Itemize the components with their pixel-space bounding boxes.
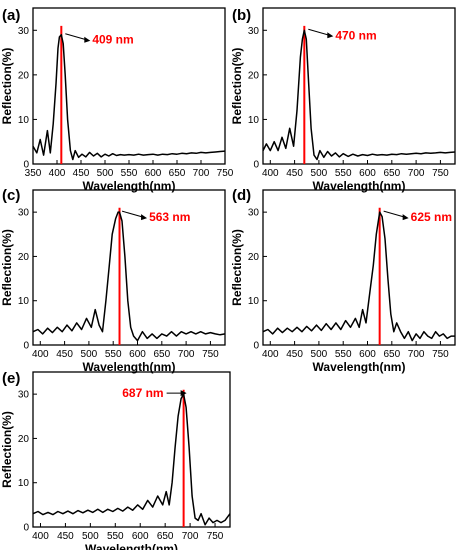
panel-a: (a) 350 400 450 500 550 600 650 700 750 0 10 20 30 Wav… <box>0 7 234 193</box>
x-tick-label: 400 <box>32 349 49 360</box>
x-tick-label: 600 <box>129 349 146 360</box>
x-tick-label: 650 <box>383 349 400 360</box>
peak-annotation: 563 nm <box>149 210 190 224</box>
peak-annotation: 687 nm <box>122 386 163 400</box>
y-tick-label: 0 <box>23 160 29 171</box>
annotation-arrowhead <box>327 32 333 38</box>
x-tick-label: 550 <box>121 168 138 179</box>
annotation-arrowhead <box>403 214 409 220</box>
y-axis-label: Reflection(%) <box>230 229 244 306</box>
x-tick-label: 500 <box>97 168 114 179</box>
panel-label: (a) <box>2 7 20 24</box>
panel-d: (d) 400 450 500 550 600 650 700 750 0 10 20 30 Wavele… <box>230 187 455 374</box>
x-tick-label: 550 <box>335 168 352 179</box>
x-tick-label: 650 <box>157 531 174 542</box>
y-tick-label: 30 <box>248 26 260 37</box>
x-tick-label: 650 <box>153 349 170 360</box>
y-tick-label: 20 <box>18 252 30 263</box>
x-tick-label: 500 <box>311 349 328 360</box>
annotation-arrowhead <box>141 214 147 220</box>
peak-annotation: 409 nm <box>92 33 133 47</box>
y-tick-label: 20 <box>248 70 260 81</box>
x-axis-label: Wavelength(nm) <box>85 542 178 550</box>
x-tick-label: 550 <box>335 349 352 360</box>
x-tick-label: 650 <box>383 168 400 179</box>
x-tick-label: 600 <box>359 168 376 179</box>
x-tick-label: 700 <box>178 349 195 360</box>
y-tick-label: 0 <box>253 341 259 352</box>
spectrum-line <box>263 30 455 159</box>
y-tick-label: 10 <box>18 296 30 307</box>
y-tick-label: 0 <box>23 523 29 534</box>
x-tick-label: 700 <box>408 168 425 179</box>
x-tick-label: 600 <box>145 168 162 179</box>
x-tick-label: 450 <box>286 349 303 360</box>
y-tick-label: 0 <box>253 160 259 171</box>
y-tick-label: 30 <box>18 26 30 37</box>
annotation-arrowhead <box>84 37 90 43</box>
x-tick-label: 600 <box>132 531 149 542</box>
panel-e: (e) 400 450 500 550 600 650 700 750 0 10 20 30 Wavele… <box>0 370 230 550</box>
annotation-arrow <box>122 211 143 217</box>
x-tick-label: 750 <box>432 168 449 179</box>
panel-label: (b) <box>232 7 251 24</box>
y-tick-label: 20 <box>18 70 30 81</box>
x-tick-label: 650 <box>169 168 186 179</box>
y-tick-label: 10 <box>18 478 30 489</box>
x-tick-label: 750 <box>202 349 219 360</box>
y-tick-label: 20 <box>248 252 260 263</box>
x-tick-label: 500 <box>311 168 328 179</box>
x-axis-label: Wavelength(nm) <box>83 179 176 193</box>
y-tick-label: 10 <box>248 296 260 307</box>
spectrum-line <box>263 212 455 341</box>
x-tick-label: 600 <box>359 349 376 360</box>
panel-label: (c) <box>2 187 20 204</box>
x-tick-label: 700 <box>182 531 199 542</box>
x-tick-label: 450 <box>286 168 303 179</box>
peak-annotation: 470 nm <box>335 28 376 42</box>
x-tick-label: 400 <box>49 168 66 179</box>
spectrum-line <box>33 394 230 525</box>
x-tick-label: 550 <box>107 531 124 542</box>
annotation-arrow <box>384 211 405 217</box>
x-tick-label: 450 <box>73 168 90 179</box>
x-axis-label: Wavelength(nm) <box>313 360 406 374</box>
y-tick-label: 20 <box>18 434 30 445</box>
x-tick-label: 400 <box>32 531 49 542</box>
panel-label: (d) <box>232 187 251 204</box>
y-tick-label: 30 <box>18 208 30 219</box>
x-tick-label: 450 <box>57 531 74 542</box>
x-tick-label: 750 <box>217 168 234 179</box>
y-tick-label: 10 <box>248 115 260 126</box>
x-tick-label: 500 <box>81 349 98 360</box>
x-tick-label: 700 <box>193 168 210 179</box>
y-tick-label: 0 <box>23 341 29 352</box>
x-tick-label: 450 <box>56 349 73 360</box>
y-axis-label: Reflection(%) <box>0 229 14 306</box>
x-tick-label: 400 <box>262 168 279 179</box>
peak-annotation: 625 nm <box>411 210 452 224</box>
x-tick-label: 700 <box>408 349 425 360</box>
annotation-arrow <box>65 34 86 40</box>
x-tick-label: 750 <box>207 531 224 542</box>
annotation-arrow <box>308 29 329 35</box>
y-axis-label: Reflection(%) <box>0 411 14 488</box>
panel-c: (c) 400 450 500 550 600 650 700 750 0 10 20 30 Wavele… <box>0 187 225 374</box>
x-tick-label: 500 <box>82 531 99 542</box>
x-tick-label: 550 <box>105 349 122 360</box>
x-axis-label: Wavelength(nm) <box>313 179 406 193</box>
x-tick-label: 750 <box>432 349 449 360</box>
y-axis-label: Reflection(%) <box>0 48 14 125</box>
y-tick-label: 30 <box>18 390 30 401</box>
y-axis-label: Reflection(%) <box>230 48 244 125</box>
panel-b: (b) 400 450 500 550 600 650 700 750 0 10 20 30 Wavele… <box>230 7 455 193</box>
x-tick-label: 400 <box>262 349 279 360</box>
spectrum-line <box>33 212 225 341</box>
y-tick-label: 10 <box>18 115 30 126</box>
panel-label: (e) <box>2 370 20 387</box>
y-tick-label: 30 <box>248 208 260 219</box>
